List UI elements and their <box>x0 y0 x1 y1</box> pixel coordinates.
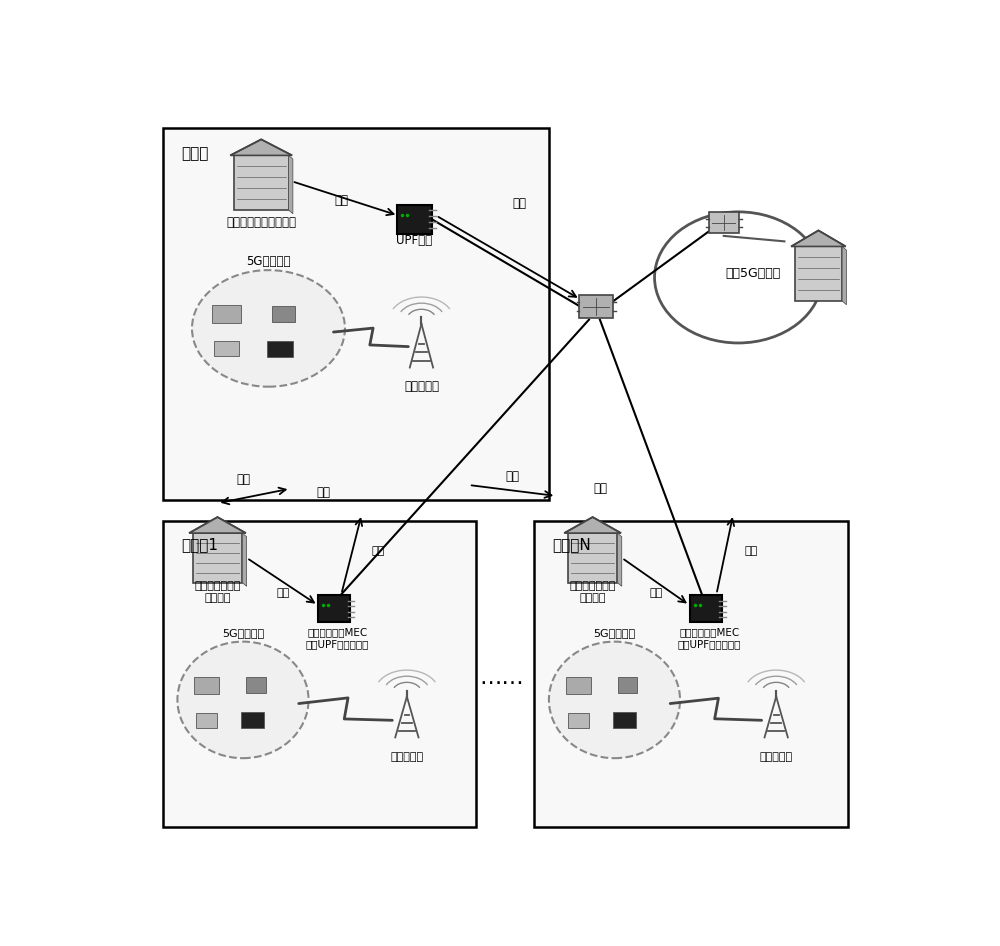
Ellipse shape <box>177 641 309 758</box>
Polygon shape <box>230 139 292 155</box>
Polygon shape <box>842 247 846 305</box>
Text: 营区内基站: 营区内基站 <box>760 752 793 762</box>
FancyBboxPatch shape <box>690 595 722 622</box>
FancyBboxPatch shape <box>267 341 293 357</box>
FancyBboxPatch shape <box>534 521 848 828</box>
FancyBboxPatch shape <box>579 295 613 318</box>
Text: 智慧军营分营区
监控中心: 智慧军营分营区 监控中心 <box>194 581 241 603</box>
Ellipse shape <box>192 271 345 387</box>
Ellipse shape <box>549 641 680 758</box>
Text: 专线: 专线 <box>593 482 607 495</box>
FancyBboxPatch shape <box>272 306 295 322</box>
Text: 智慧军营分营区
监控中心: 智慧军营分营区 监控中心 <box>569 581 616 603</box>
Text: 数据: 数据 <box>506 470 520 482</box>
FancyBboxPatch shape <box>214 342 239 357</box>
FancyBboxPatch shape <box>795 247 842 301</box>
Text: 边缘计算设备MEC
（含UPF下沉功能）: 边缘计算设备MEC （含UPF下沉功能） <box>677 627 741 649</box>
FancyBboxPatch shape <box>397 204 432 234</box>
Polygon shape <box>564 517 621 534</box>
Text: 营区内基站: 营区内基站 <box>390 752 423 762</box>
Text: 军用5G核心网: 军用5G核心网 <box>725 268 781 280</box>
Polygon shape <box>617 534 622 587</box>
Text: 信令: 信令 <box>513 197 527 210</box>
Text: 主营区: 主营区 <box>181 147 208 162</box>
Polygon shape <box>242 534 247 587</box>
Text: 5G应用终端: 5G应用终端 <box>246 254 291 268</box>
Text: 5G应用终端: 5G应用终端 <box>593 628 636 638</box>
Text: 分营区N: 分营区N <box>553 537 591 552</box>
FancyBboxPatch shape <box>568 534 617 583</box>
Polygon shape <box>189 517 246 534</box>
FancyBboxPatch shape <box>163 521 476 828</box>
FancyBboxPatch shape <box>566 676 591 694</box>
FancyBboxPatch shape <box>246 677 266 693</box>
FancyBboxPatch shape <box>163 128 549 499</box>
Text: 数据: 数据 <box>236 473 250 485</box>
Polygon shape <box>289 155 293 214</box>
FancyBboxPatch shape <box>194 676 219 694</box>
Text: 分营区1: 分营区1 <box>181 537 218 552</box>
Text: UPF下沉: UPF下沉 <box>396 235 432 248</box>
FancyBboxPatch shape <box>241 712 264 728</box>
Text: 信令: 信令 <box>744 546 757 555</box>
Text: 数据: 数据 <box>334 195 348 207</box>
Text: 信令: 信令 <box>371 546 384 555</box>
FancyBboxPatch shape <box>709 213 739 233</box>
FancyBboxPatch shape <box>196 712 217 727</box>
FancyBboxPatch shape <box>613 712 636 728</box>
Text: 5G应用终端: 5G应用终端 <box>222 628 264 638</box>
FancyBboxPatch shape <box>568 712 589 727</box>
FancyBboxPatch shape <box>212 306 241 323</box>
FancyBboxPatch shape <box>234 155 289 210</box>
Text: 专线: 专线 <box>316 486 330 499</box>
Text: 数据: 数据 <box>276 587 290 598</box>
FancyBboxPatch shape <box>193 534 242 583</box>
Polygon shape <box>791 231 846 247</box>
FancyBboxPatch shape <box>618 677 637 693</box>
Text: 数据: 数据 <box>650 587 663 598</box>
Text: 营区内基站: 营区内基站 <box>404 380 439 394</box>
FancyBboxPatch shape <box>318 595 350 622</box>
Text: 边缘计算设备MEC
（含UPF下沉功能）: 边缘计算设备MEC （含UPF下沉功能） <box>306 627 369 649</box>
Text: ……: …… <box>479 668 524 688</box>
Text: 智慧军营指挥监控中心: 智慧军营指挥监控中心 <box>226 217 296 229</box>
